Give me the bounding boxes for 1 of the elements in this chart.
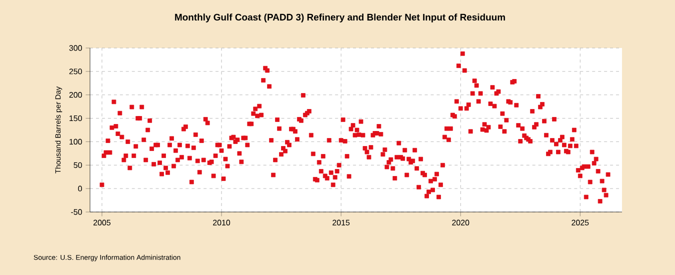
chart-title: Monthly Gulf Coast (PADD 3) Refinery and Blender Net Input of Residuum	[175, 14, 505, 22]
